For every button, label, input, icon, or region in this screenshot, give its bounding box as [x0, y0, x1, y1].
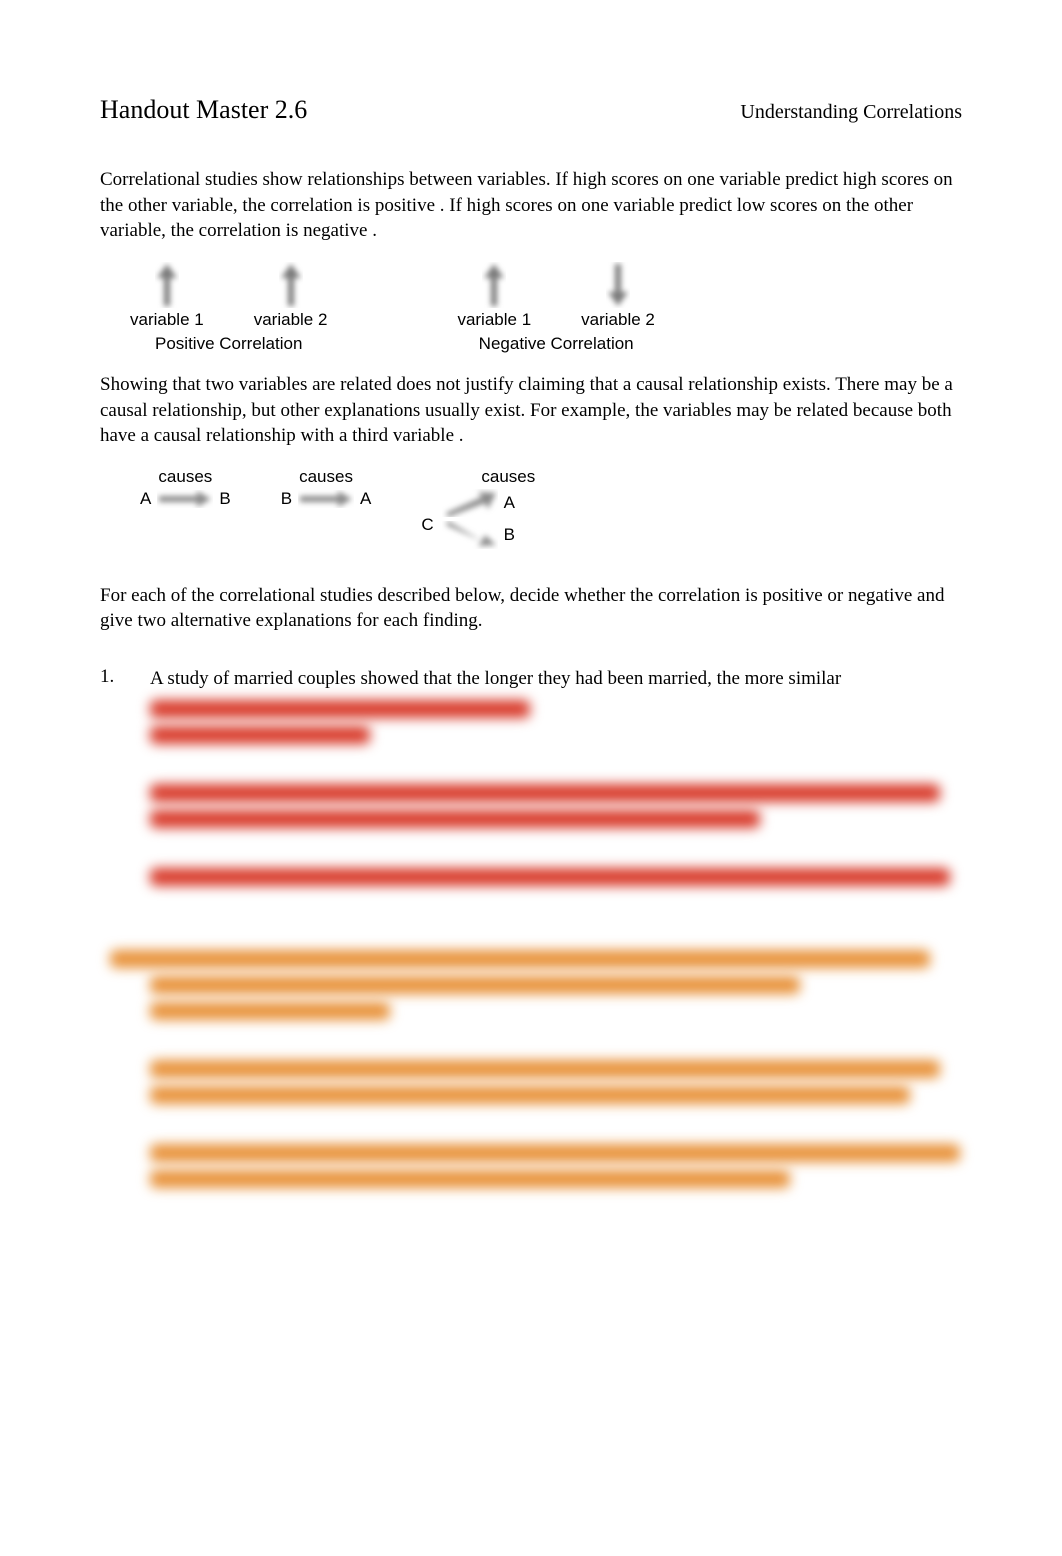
- down-arrow-icon: [606, 262, 630, 308]
- node-label: C: [421, 515, 433, 535]
- causes-label: causes: [158, 467, 212, 487]
- causes-label: causes: [299, 467, 353, 487]
- up-arrow-icon: [279, 262, 303, 308]
- positive-correlation-block: variable 1 variable 2 Positive Correlati…: [130, 262, 327, 354]
- up-arrow-icon: [155, 262, 179, 308]
- blurred-content: [150, 700, 962, 1188]
- question-1: 1. A study of married couples showed tha…: [100, 666, 962, 1196]
- causes-label: causes: [481, 467, 535, 487]
- diag-down-arrow-icon: [442, 521, 498, 549]
- node-label: A: [504, 493, 515, 513]
- causal-paragraph: Showing that two variables are related d…: [100, 372, 962, 449]
- up-arrow-icon: [482, 262, 506, 308]
- node-label: A: [360, 489, 371, 509]
- variable-label: variable 2: [581, 310, 655, 330]
- diag-up-arrow-icon: [442, 489, 498, 517]
- variable-label: variable 1: [457, 310, 531, 330]
- node-label: B: [219, 489, 230, 509]
- question-number: 1.: [100, 666, 126, 1196]
- causal-diagram: causes A B causes B A causes C A: [140, 467, 962, 561]
- variable-label: variable 1: [130, 310, 204, 330]
- instructions-paragraph: For each of the correlational studies de…: [100, 583, 962, 634]
- page-subtitle: Understanding Correlations: [740, 101, 962, 124]
- question-text: A study of married couples showed that t…: [150, 668, 841, 689]
- variable-label: variable 2: [254, 310, 328, 330]
- page-title: Handout Master 2.6: [100, 95, 307, 125]
- right-arrow-icon: [157, 490, 213, 508]
- intro-paragraph: Correlational studies show relationships…: [100, 167, 962, 244]
- node-label: B: [281, 489, 292, 509]
- correlation-diagram: variable 1 variable 2 Positive Correlati…: [130, 262, 962, 354]
- node-label: A: [140, 489, 151, 509]
- diagram-caption: Positive Correlation: [155, 334, 302, 354]
- diagram-caption: Negative Correlation: [479, 334, 634, 354]
- negative-correlation-block: variable 1 variable 2 Negative Correlati…: [457, 262, 654, 354]
- node-label: B: [504, 525, 515, 545]
- right-arrow-icon: [298, 490, 354, 508]
